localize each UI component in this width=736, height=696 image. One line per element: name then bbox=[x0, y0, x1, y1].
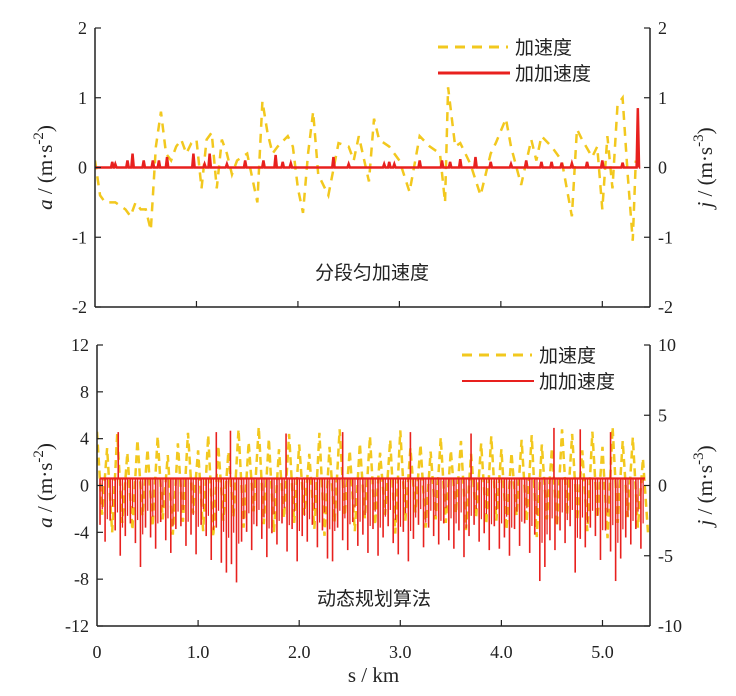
y-axis-label-unit: / (m·s bbox=[33, 145, 57, 200]
y-tick-label: 0 bbox=[80, 476, 89, 496]
y2-tick-label: -1 bbox=[658, 227, 673, 247]
y2-tick-label: -2 bbox=[658, 297, 673, 317]
y-axis-label-close: ) bbox=[33, 443, 57, 450]
y-axis-label-variable: a bbox=[33, 199, 57, 210]
y2-tick-label: 5 bbox=[658, 405, 667, 425]
y2-tick-label: 2 bbox=[658, 18, 667, 38]
y-tick-label: 1 bbox=[78, 88, 87, 108]
y-tick-label: 8 bbox=[80, 382, 89, 402]
y2-axis-label: j / (m·s-3) bbox=[691, 445, 717, 528]
y2-axis-label-close: ) bbox=[693, 445, 717, 452]
panel-annotation: 动态规划算法 bbox=[317, 588, 431, 610]
y-tick-label: 2 bbox=[78, 18, 87, 38]
y2-tick-label: -10 bbox=[658, 616, 682, 636]
x-tick-label: 3.0 bbox=[389, 642, 412, 662]
legend-acceleration-label: 加速度 bbox=[515, 37, 572, 59]
y2-axis-label-variable: j bbox=[693, 202, 717, 211]
jerk-line bbox=[95, 108, 641, 169]
y2-axis-label-close: ) bbox=[693, 127, 717, 134]
legend-acceleration-label: 加速度 bbox=[539, 345, 596, 367]
y-tick-label: -8 bbox=[74, 569, 89, 589]
y-tick-label: -12 bbox=[65, 616, 89, 636]
legend-jerk-label: 加加速度 bbox=[539, 371, 615, 393]
plot-area bbox=[95, 87, 641, 241]
y-axis-label: a / (m·s-2) bbox=[31, 125, 57, 210]
y-tick-label: 0 bbox=[78, 158, 87, 178]
panel-2: 12 8 4 0 -4 -8 -12 10 5 0 -5 -10 0 1.0 2.0 3.0 4.0 5.0 s /… bbox=[31, 335, 717, 687]
plot-area bbox=[97, 426, 650, 583]
y-axis-label-exponent: -2 bbox=[31, 132, 47, 145]
acceleration-line bbox=[95, 87, 638, 241]
legend-jerk-label: 加加速度 bbox=[515, 63, 591, 85]
y2-tick-label: 0 bbox=[658, 158, 667, 178]
y-axis-label-variable: a bbox=[33, 517, 57, 528]
y2-tick-label: 1 bbox=[658, 88, 667, 108]
y-axis-label-close: ) bbox=[33, 125, 57, 132]
y2-axis-label-exponent: -3 bbox=[691, 452, 707, 465]
y2-tick-label: 10 bbox=[658, 335, 676, 355]
y-axis-label: a / (m·s-2) bbox=[31, 443, 57, 528]
y2-tick-label: 0 bbox=[658, 476, 667, 496]
y2-axis-label-exponent: -3 bbox=[691, 134, 707, 147]
y2-axis-label-unit: / (m·s bbox=[693, 465, 717, 520]
y-tick-label: -4 bbox=[74, 522, 89, 542]
x-tick-label: 1.0 bbox=[187, 642, 210, 662]
x-tick-label: 5.0 bbox=[591, 642, 614, 662]
y-axis-label-unit: / (m·s bbox=[33, 463, 57, 518]
panel-annotation: 分段匀加速度 bbox=[315, 262, 429, 284]
x-tick-label: 4.0 bbox=[490, 642, 513, 662]
y2-axis-label-unit: / (m·s bbox=[693, 147, 717, 202]
y-tick-label: -1 bbox=[72, 227, 87, 247]
y-axis-label-exponent: -2 bbox=[31, 450, 47, 463]
x-tick-label: 0 bbox=[93, 642, 102, 662]
y-tick-label: 4 bbox=[80, 429, 89, 449]
x-tick-label: 2.0 bbox=[288, 642, 311, 662]
y2-tick-label: -5 bbox=[658, 546, 673, 566]
y-tick-label: -2 bbox=[72, 297, 87, 317]
x-axis-label: s / km bbox=[348, 663, 399, 687]
y2-axis-label-variable: j bbox=[693, 520, 717, 529]
y2-axis-label: j / (m·s-3) bbox=[691, 127, 717, 210]
y-tick-label: 12 bbox=[71, 335, 89, 355]
